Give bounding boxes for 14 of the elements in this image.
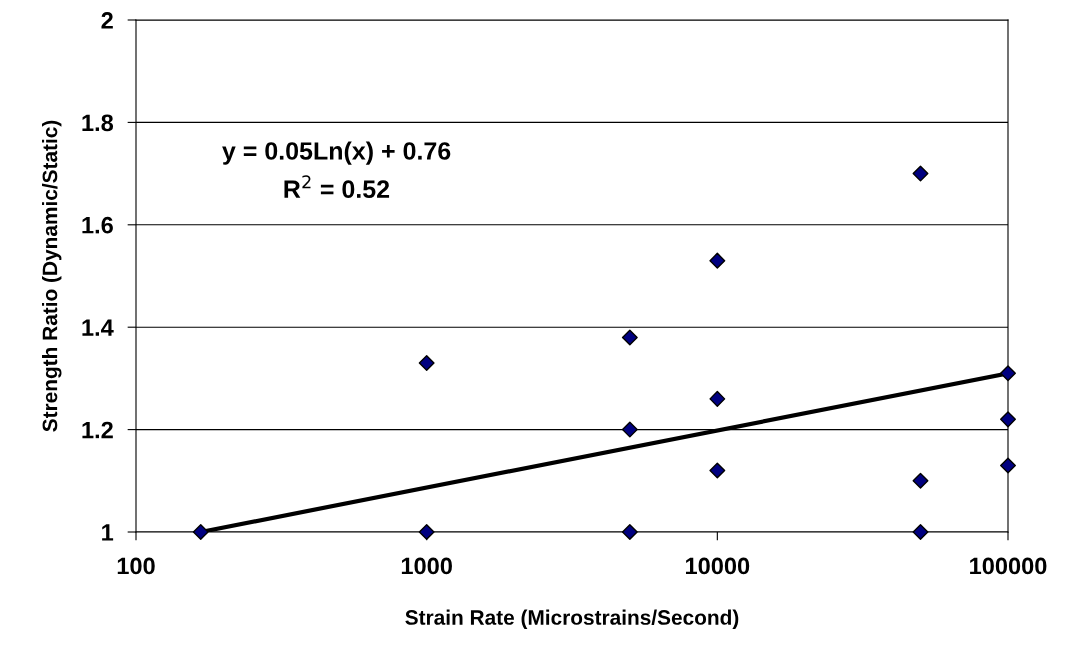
- x-tick-label: 1000: [401, 557, 452, 575]
- annotation: R$^{2}$ = 0.52: [284, 175, 390, 199]
- y-tick-label: 1.8: [82, 114, 114, 132]
- y-tick-label: 1.4: [82, 319, 114, 336]
- x-tick-label: 100000: [970, 557, 1047, 575]
- x-axis-title: Strain Rate (Microstrains/Second): [405, 609, 739, 629]
- x-tick-label: 10000: [686, 557, 750, 575]
- y-tick-label: 1: [102, 524, 114, 541]
- x-tick-label: 100: [117, 557, 155, 575]
- y-axis-title: Strength Ratio (Dynamic/Static): [42, 120, 62, 432]
- y-tick-label: 1.2: [82, 421, 113, 439]
- y-tick-label: 1.6: [82, 216, 113, 234]
- annotation: y = 0.05Ln(x) + 0.76: [222, 141, 451, 165]
- y-tick-label: 2: [101, 12, 113, 29]
